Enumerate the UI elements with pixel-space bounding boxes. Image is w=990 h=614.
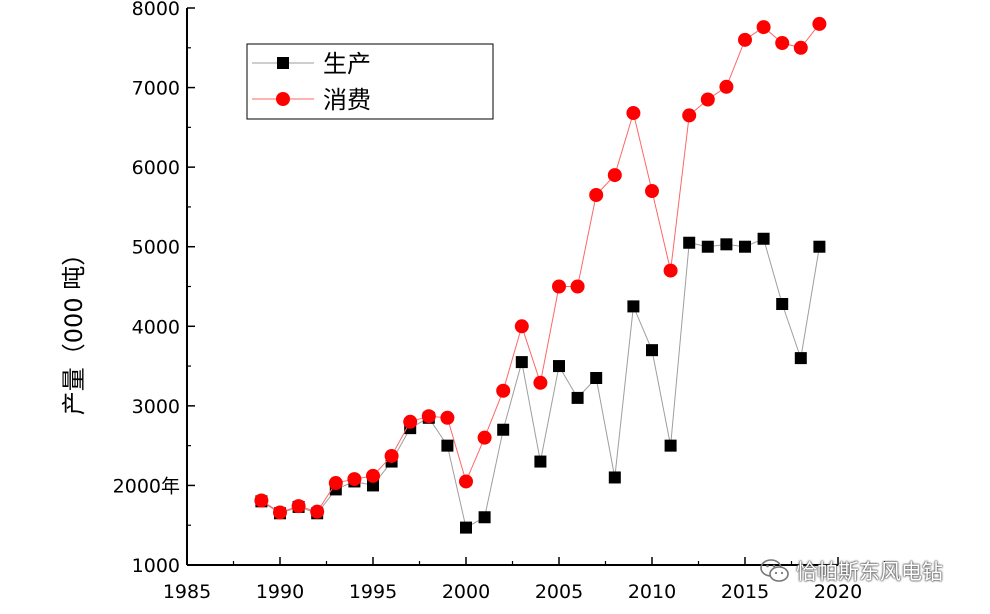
- data-point: [627, 300, 640, 313]
- data-point: [533, 375, 548, 390]
- data-point: [793, 40, 808, 55]
- x-tick-label: 2015: [721, 581, 769, 603]
- data-point: [757, 232, 770, 245]
- y-tick-label: 4000: [132, 316, 180, 338]
- data-point: [683, 236, 696, 249]
- data-point: [813, 240, 826, 253]
- data-point: [496, 383, 511, 398]
- x-tick-label: 2005: [535, 581, 583, 603]
- legend-marker: [277, 57, 289, 69]
- data-point: [701, 240, 714, 253]
- y-tick-label: 5000: [132, 237, 180, 259]
- data-point: [497, 423, 510, 436]
- data-point: [700, 92, 715, 107]
- data-point: [608, 471, 621, 484]
- data-point: [812, 16, 827, 31]
- data-point: [590, 372, 603, 385]
- watermark-text: 恰帕斯东风电钻: [796, 560, 943, 584]
- data-point: [646, 344, 658, 357]
- x-tick-label: 2000: [442, 581, 490, 603]
- legend-item-1: 生产: [252, 50, 371, 78]
- data-point: [310, 504, 325, 519]
- data-point: [534, 455, 547, 468]
- watermark: 恰帕斯东风电钻: [760, 556, 982, 586]
- data-point: [477, 430, 492, 445]
- data-point: [664, 439, 677, 452]
- data-point: [403, 414, 418, 429]
- data-point: [367, 479, 379, 492]
- data-point: [478, 511, 491, 524]
- x-tick-label: 2020: [814, 581, 862, 603]
- data-point: [441, 439, 454, 452]
- data-point: [421, 409, 436, 424]
- x-tick-label: 2010: [628, 581, 676, 603]
- data-point: [460, 521, 472, 534]
- x-tick-label: 1995: [349, 581, 397, 603]
- data-point: [775, 36, 790, 51]
- series-layer: [254, 16, 827, 534]
- data-point: [720, 238, 733, 251]
- legend-box: [246, 43, 494, 120]
- y-tick-label: 2000年: [113, 475, 180, 497]
- data-point: [553, 360, 565, 373]
- data-point: [291, 499, 306, 514]
- data-point: [571, 391, 584, 404]
- series-2: [254, 16, 827, 520]
- data-point: [254, 493, 269, 508]
- data-point: [739, 240, 751, 253]
- y-tick-label: 7000: [132, 78, 180, 100]
- data-point: [719, 79, 734, 94]
- x-tick-label: 1985: [163, 581, 211, 603]
- legend-label: 生产: [323, 50, 371, 78]
- data-point: [440, 410, 455, 425]
- axes: 1985 1990 1995 2000 2005 2010 2015 2020 1000 2000…: [60, 0, 886, 603]
- wechat-icon: [760, 559, 789, 582]
- data-point: [366, 468, 380, 483]
- data-point: [273, 505, 287, 520]
- y-tick-label: 1000: [132, 555, 180, 577]
- data-point: [514, 319, 529, 334]
- data-point: [589, 187, 604, 202]
- data-point: [794, 352, 807, 365]
- data-point: [663, 263, 678, 278]
- data-point: [328, 476, 343, 491]
- data-point: [607, 168, 622, 183]
- legend-item-2: 消费: [252, 86, 371, 114]
- data-point: [626, 106, 641, 121]
- data-point: [776, 298, 789, 311]
- data-point: [384, 448, 399, 463]
- y-tick-label: 6000: [132, 157, 180, 179]
- data-point: [552, 279, 566, 294]
- data-point: [515, 356, 528, 369]
- data-point: [459, 474, 473, 489]
- y-tick-label: 8000: [132, 0, 180, 20]
- legend-label: 消费: [323, 86, 371, 114]
- x-tick-label: 1990: [256, 581, 304, 603]
- data-point: [347, 472, 362, 487]
- y-tick-label: 3000: [132, 396, 180, 418]
- data-point: [738, 32, 752, 47]
- data-point: [682, 108, 697, 123]
- data-point: [645, 184, 659, 199]
- data-point: [570, 279, 585, 294]
- y-axis-title: 产量（000 吨）: [60, 242, 88, 415]
- legend-marker: [276, 92, 290, 106]
- data-point: [756, 20, 771, 35]
